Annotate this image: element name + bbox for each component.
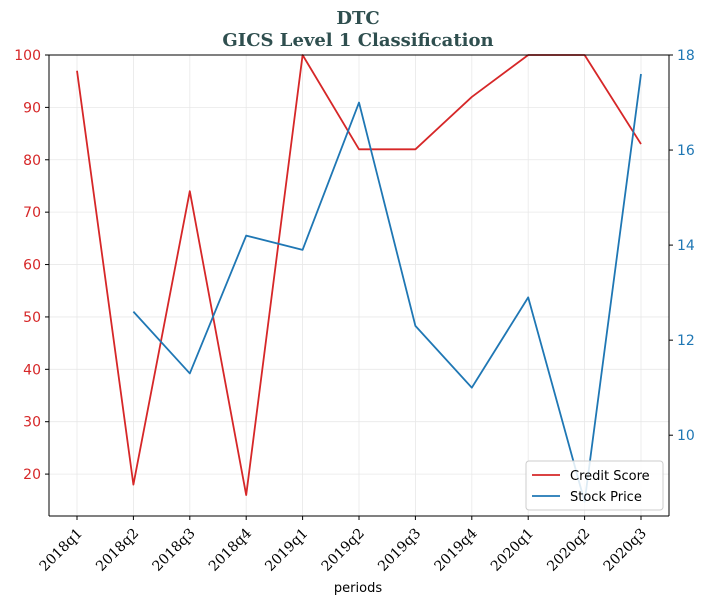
x-tick-label: 2018q4 (206, 525, 255, 574)
left-tick-label: 90 (23, 100, 41, 116)
legend-label: Stock Price (570, 490, 642, 505)
right-tick-label: 14 (677, 238, 695, 254)
x-axis-label: periods (334, 581, 382, 596)
x-tick-label: 2019q3 (375, 526, 424, 575)
grid-layer (49, 54, 669, 516)
x-tick-label: 2018q2 (93, 526, 142, 575)
x-tick-label: 2019q2 (319, 526, 368, 575)
left-tick-label: 50 (23, 310, 41, 326)
right-tick-label: 18 (677, 48, 695, 64)
left-tick-label: 60 (23, 258, 41, 274)
legend: Credit Score Stock Price (525, 460, 664, 511)
legend-box (525, 460, 664, 511)
x-tick-label: 2018q3 (149, 526, 198, 575)
left-tick-label: 100 (14, 48, 41, 64)
chart-subtitle: GICS Level 1 Classification (222, 30, 493, 51)
series-line-stock-price (132, 73, 642, 503)
x-tick-label: 2020q1 (488, 526, 537, 575)
x-tick-label: 2018q1 (37, 526, 86, 575)
right-tick-label: 12 (677, 333, 695, 349)
left-tick-label: 30 (23, 415, 41, 431)
left-tick-label: 70 (23, 205, 41, 221)
left-tick-label: 40 (23, 362, 41, 378)
x-tick-label: 2019q1 (262, 526, 311, 575)
right-tick-label: 16 (677, 143, 695, 159)
legend-label: Credit Score (570, 469, 650, 484)
x-tick-label: 2020q3 (601, 526, 650, 575)
x-tick-label: 2019q4 (431, 525, 480, 574)
chart-title: DTC (336, 8, 379, 29)
left-tick-label: 20 (23, 467, 41, 483)
right-tick-label: 10 (677, 428, 695, 444)
x-tick-label: 2020q2 (544, 526, 593, 575)
left-tick-label: 80 (23, 153, 41, 169)
